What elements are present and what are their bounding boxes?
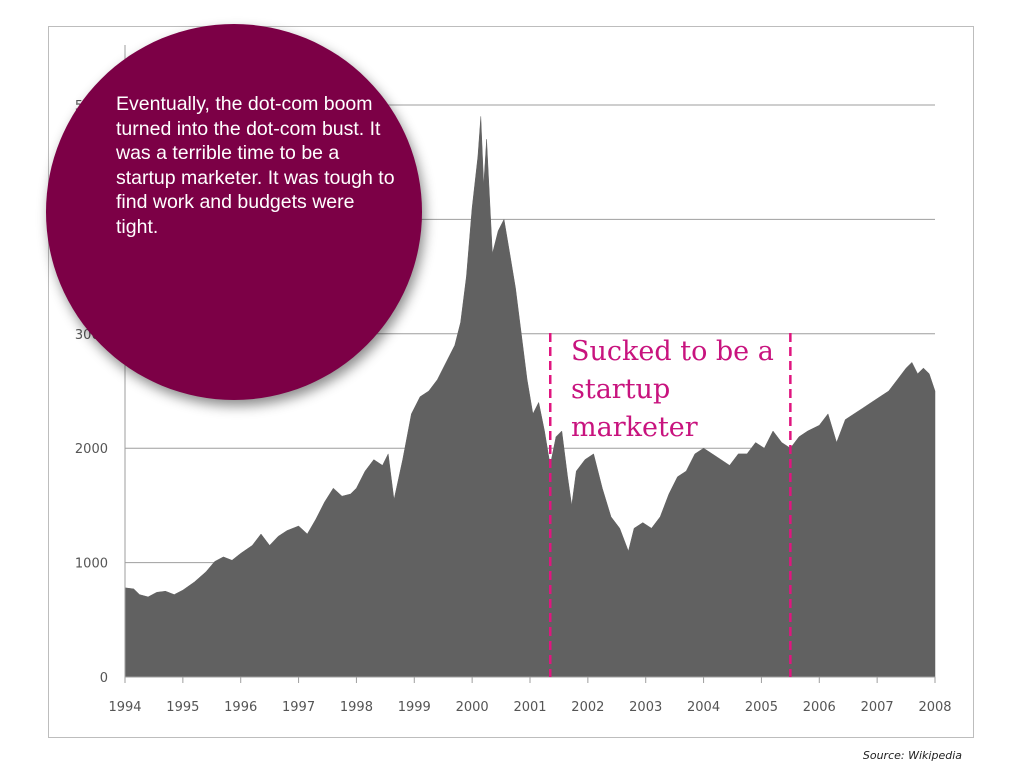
x-tick-label: 2006 [803, 700, 836, 715]
x-tick-label: 2000 [456, 700, 489, 715]
x-tick-label: 1997 [282, 700, 315, 715]
y-tick-label: 1000 [75, 557, 108, 572]
x-tick-label: 2003 [629, 700, 662, 715]
x-tick-label: 2001 [513, 700, 546, 715]
x-tick-label: 1995 [166, 700, 199, 715]
x-tick-label: 2002 [571, 700, 604, 715]
callout-text: Eventually, the dot-com boom turned into… [116, 93, 395, 238]
y-tick-label: 0 [100, 671, 108, 686]
source-note: Source: Wikipedia [862, 749, 962, 762]
callout-circle [46, 24, 422, 400]
x-tick-label: 1998 [340, 700, 373, 715]
y-tick-label: 2000 [75, 442, 108, 457]
x-tick-label: 1996 [224, 700, 257, 715]
annotation-text: Sucked to be a startup marketer [571, 336, 774, 443]
x-tick-label: 1994 [108, 700, 141, 715]
x-tick-label: 2008 [918, 700, 951, 715]
area-series [124, 116, 936, 678]
x-tick-label: 1999 [398, 700, 431, 715]
x-tick-label: 2007 [861, 700, 894, 715]
x-tick-label: 2004 [687, 700, 720, 715]
x-tick-label: 2005 [745, 700, 778, 715]
